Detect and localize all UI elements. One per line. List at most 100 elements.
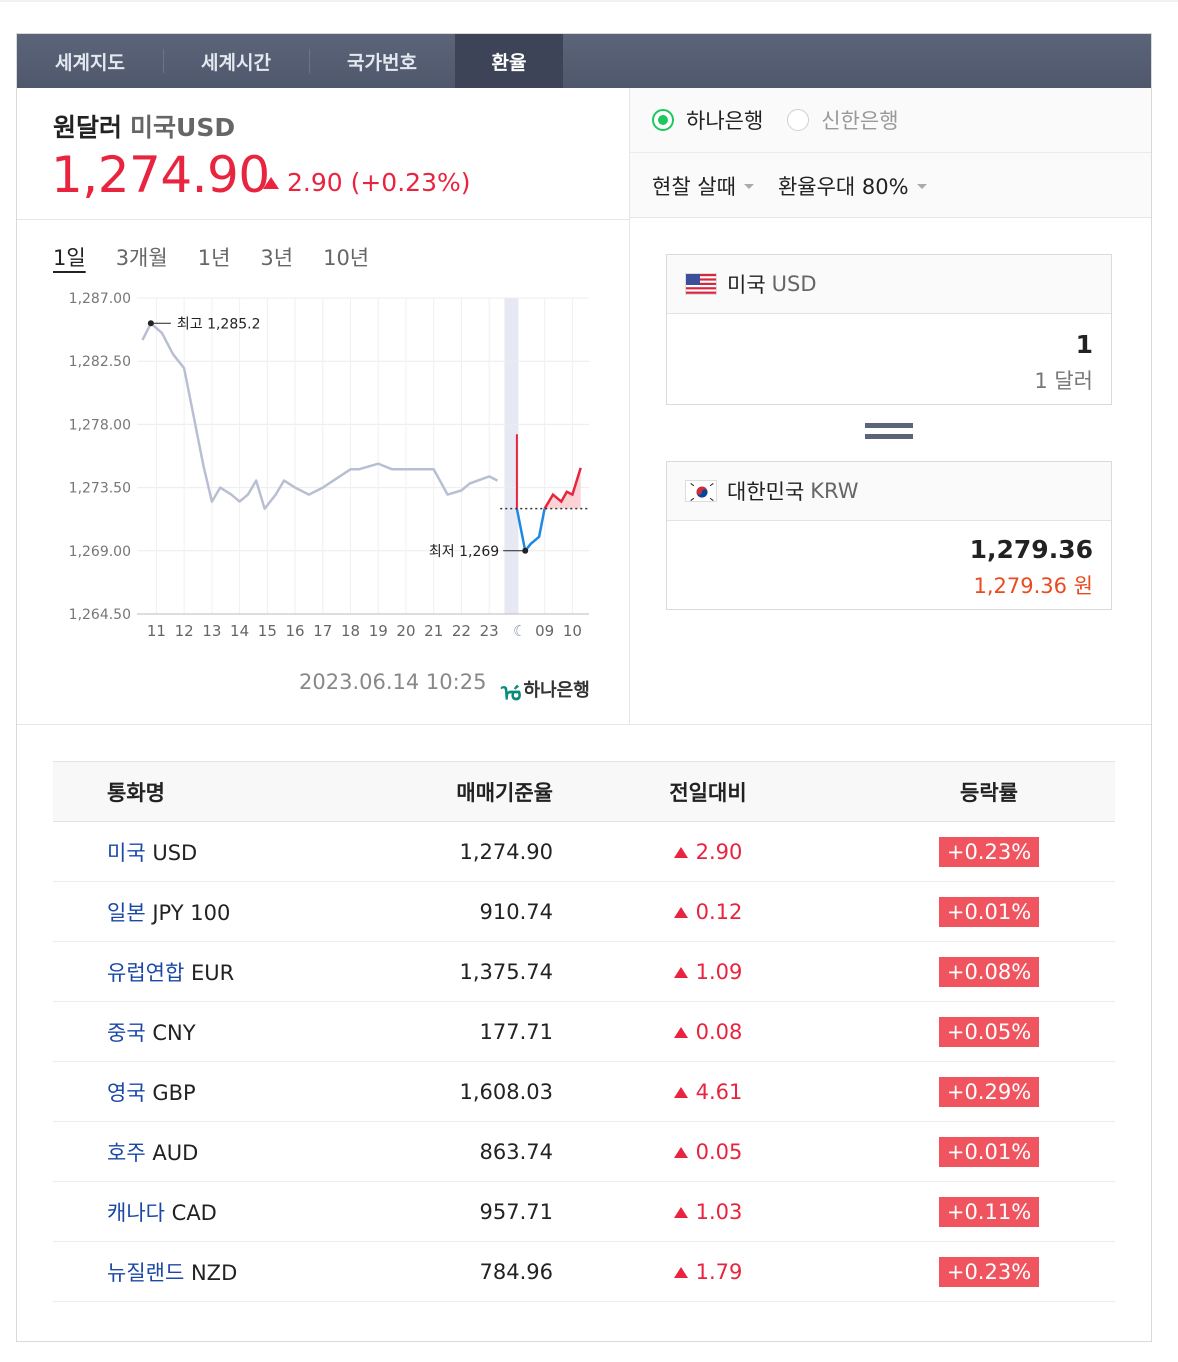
chevron-down-icon	[916, 183, 927, 189]
options-panel: 하나은행 신한은행 현찰 살때 환율우대 80%	[630, 88, 1151, 218]
change-rate-badge: +0.05%	[938, 1016, 1040, 1047]
up-arrow-icon	[673, 1266, 688, 1278]
tab-country-code[interactable]: 국가번호	[309, 34, 455, 88]
up-arrow-icon	[673, 1146, 688, 1158]
top-border	[0, 0, 1178, 2]
base-rate-cell: 910.74	[353, 881, 553, 942]
today-line-down	[515, 508, 546, 554]
x-tick-label: 15	[258, 622, 277, 640]
x-tick-label: 16	[286, 622, 305, 640]
period-3m[interactable]: 3개월	[115, 246, 168, 270]
table-row: 영국 GBP 1,608.03 4.61 +0.29%	[53, 1061, 1115, 1122]
from-currency-select[interactable]: 미국 USD	[667, 255, 1111, 314]
currency-code: CAD	[171, 1200, 217, 1225]
currency-code: GBP	[152, 1080, 196, 1105]
bank-radio-shinhan[interactable]: 신한은행	[787, 105, 899, 135]
change-rate-badge: +0.29%	[938, 1076, 1040, 1107]
rate-chart: 1,287.00 1,282.50 1,278.00 1,273.50 1,269.00…	[69, 291, 589, 640]
preference-dropdown[interactable]: 환율우대 80%	[778, 171, 927, 201]
up-arrow-icon	[673, 1206, 688, 1218]
change-rate-cell: +0.01%	[863, 1121, 1115, 1182]
currency-cell: 일본 JPY 100	[53, 881, 353, 942]
to-amount-text: 1,279.36 원	[973, 574, 1093, 598]
tab-world-map[interactable]: 세계지도	[55, 51, 125, 74]
currency-cell: 중국 CNY	[53, 1001, 353, 1062]
previous-day-line	[141, 322, 499, 510]
currency-code: AUD	[152, 1140, 199, 1165]
hana-bank-logo: ᡠ 하나은행	[501, 670, 590, 708]
currency-cell: 영국 GBP	[53, 1061, 353, 1122]
currency-name-link[interactable]: 영국	[107, 1080, 146, 1105]
currency-name-link[interactable]: 호주	[107, 1140, 146, 1165]
x-tick-label: 09	[535, 622, 554, 640]
change-rate-cell: +0.23%	[863, 821, 1115, 882]
moon-icon: ☾	[513, 622, 526, 640]
currency-name-link[interactable]: 중국	[107, 1020, 146, 1045]
change-cell: 0.12	[553, 881, 863, 942]
radio-checked-icon	[652, 109, 674, 131]
currency-name-link[interactable]: 유럽연합	[107, 960, 185, 985]
currency-name-link[interactable]: 캐나다	[107, 1200, 165, 1225]
table-row: 뉴질랜드 NZD 784.96 1.79 +0.23%	[53, 1241, 1115, 1302]
period-10y[interactable]: 10년	[323, 246, 370, 270]
us-flag-icon	[685, 273, 717, 295]
change-rate-cell: +0.23%	[863, 1241, 1115, 1302]
converter-from: 미국 USD 1 1 달러	[666, 254, 1112, 405]
change-rate-cell: +0.11%	[863, 1181, 1115, 1242]
change-cell: 4.61	[553, 1061, 863, 1122]
bank-radio-label: 하나은행	[686, 109, 764, 133]
currency-name-link[interactable]: 뉴질랜드	[107, 1260, 185, 1285]
y-tick-label: 1,269.00	[69, 544, 131, 560]
converter-to: 대한민국 KRW 1,279.36 1,279.36 원	[666, 461, 1112, 610]
bank-selector: 하나은행 신한은행	[630, 88, 1151, 153]
change-value: 1.09	[695, 959, 743, 984]
change-rate-badge: +0.08%	[938, 956, 1040, 987]
option-dropdowns: 현찰 살때 환율우대 80%	[630, 154, 1151, 218]
change-value: 4.61	[695, 1079, 743, 1104]
pair-name: 원달러	[53, 113, 123, 142]
pair-title: 원달러 미국USD	[53, 108, 235, 144]
currency-cell: 유럽연합 EUR	[53, 941, 353, 1002]
kr-flag-icon	[685, 480, 717, 502]
from-amount-field[interactable]: 1 1 달러	[667, 314, 1111, 404]
base-rate-cell: 957.71	[353, 1181, 553, 1242]
vertical-divider	[629, 88, 630, 724]
currency-cell: 뉴질랜드 NZD	[53, 1241, 353, 1302]
x-tick-label: 13	[202, 622, 221, 640]
period-3y[interactable]: 3년	[260, 246, 294, 270]
from-code: USD	[771, 272, 817, 296]
x-tick-label: 10	[563, 622, 582, 640]
tab-exchange-rate[interactable]: 환율	[455, 34, 563, 88]
today-area-up	[544, 467, 581, 509]
change-cell: 0.08	[553, 1001, 863, 1062]
period-1y[interactable]: 1년	[197, 246, 231, 270]
chart-timestamp: 2023.06.14 10:25	[299, 670, 487, 694]
currency-code: NZD	[190, 1260, 238, 1285]
currency-code: EUR	[190, 960, 235, 985]
table-row: 일본 JPY 100 910.74 0.12 +0.01%	[53, 881, 1115, 942]
up-arrow-icon	[673, 906, 688, 918]
to-currency-select[interactable]: 대한민국 KRW	[667, 462, 1111, 521]
currency-name-link[interactable]: 일본	[107, 900, 146, 925]
up-arrow-icon	[673, 1026, 688, 1038]
low-label: 최저 1,269	[429, 544, 499, 560]
currency-cell: 미국 USD	[53, 821, 353, 882]
change-rate-cell: +0.01%	[863, 881, 1115, 942]
up-arrow-icon	[673, 966, 688, 978]
change-value: 0.05	[695, 1139, 743, 1164]
x-tick-label: 17	[313, 622, 332, 640]
to-country: 대한민국	[727, 480, 805, 504]
trade-type-dropdown[interactable]: 현찰 살때	[652, 171, 754, 201]
change-rate-badge: +0.01%	[938, 1136, 1040, 1167]
period-1d[interactable]: 1일	[53, 246, 86, 270]
currency-name-link[interactable]: 미국	[107, 840, 146, 865]
bank-radio-hana[interactable]: 하나은행	[652, 105, 763, 135]
horizontal-divider	[17, 724, 1151, 725]
change-cell: 2.90	[553, 821, 863, 882]
x-tick-label: 19	[369, 622, 388, 640]
low-marker-dot	[522, 547, 529, 554]
change-rate-cell: +0.05%	[863, 1001, 1115, 1062]
to-amount-field[interactable]: 1,279.36 1,279.36 원	[667, 521, 1111, 609]
current-rate: 1,274.90	[51, 146, 270, 204]
tab-world-time[interactable]: 세계시간	[163, 34, 309, 88]
